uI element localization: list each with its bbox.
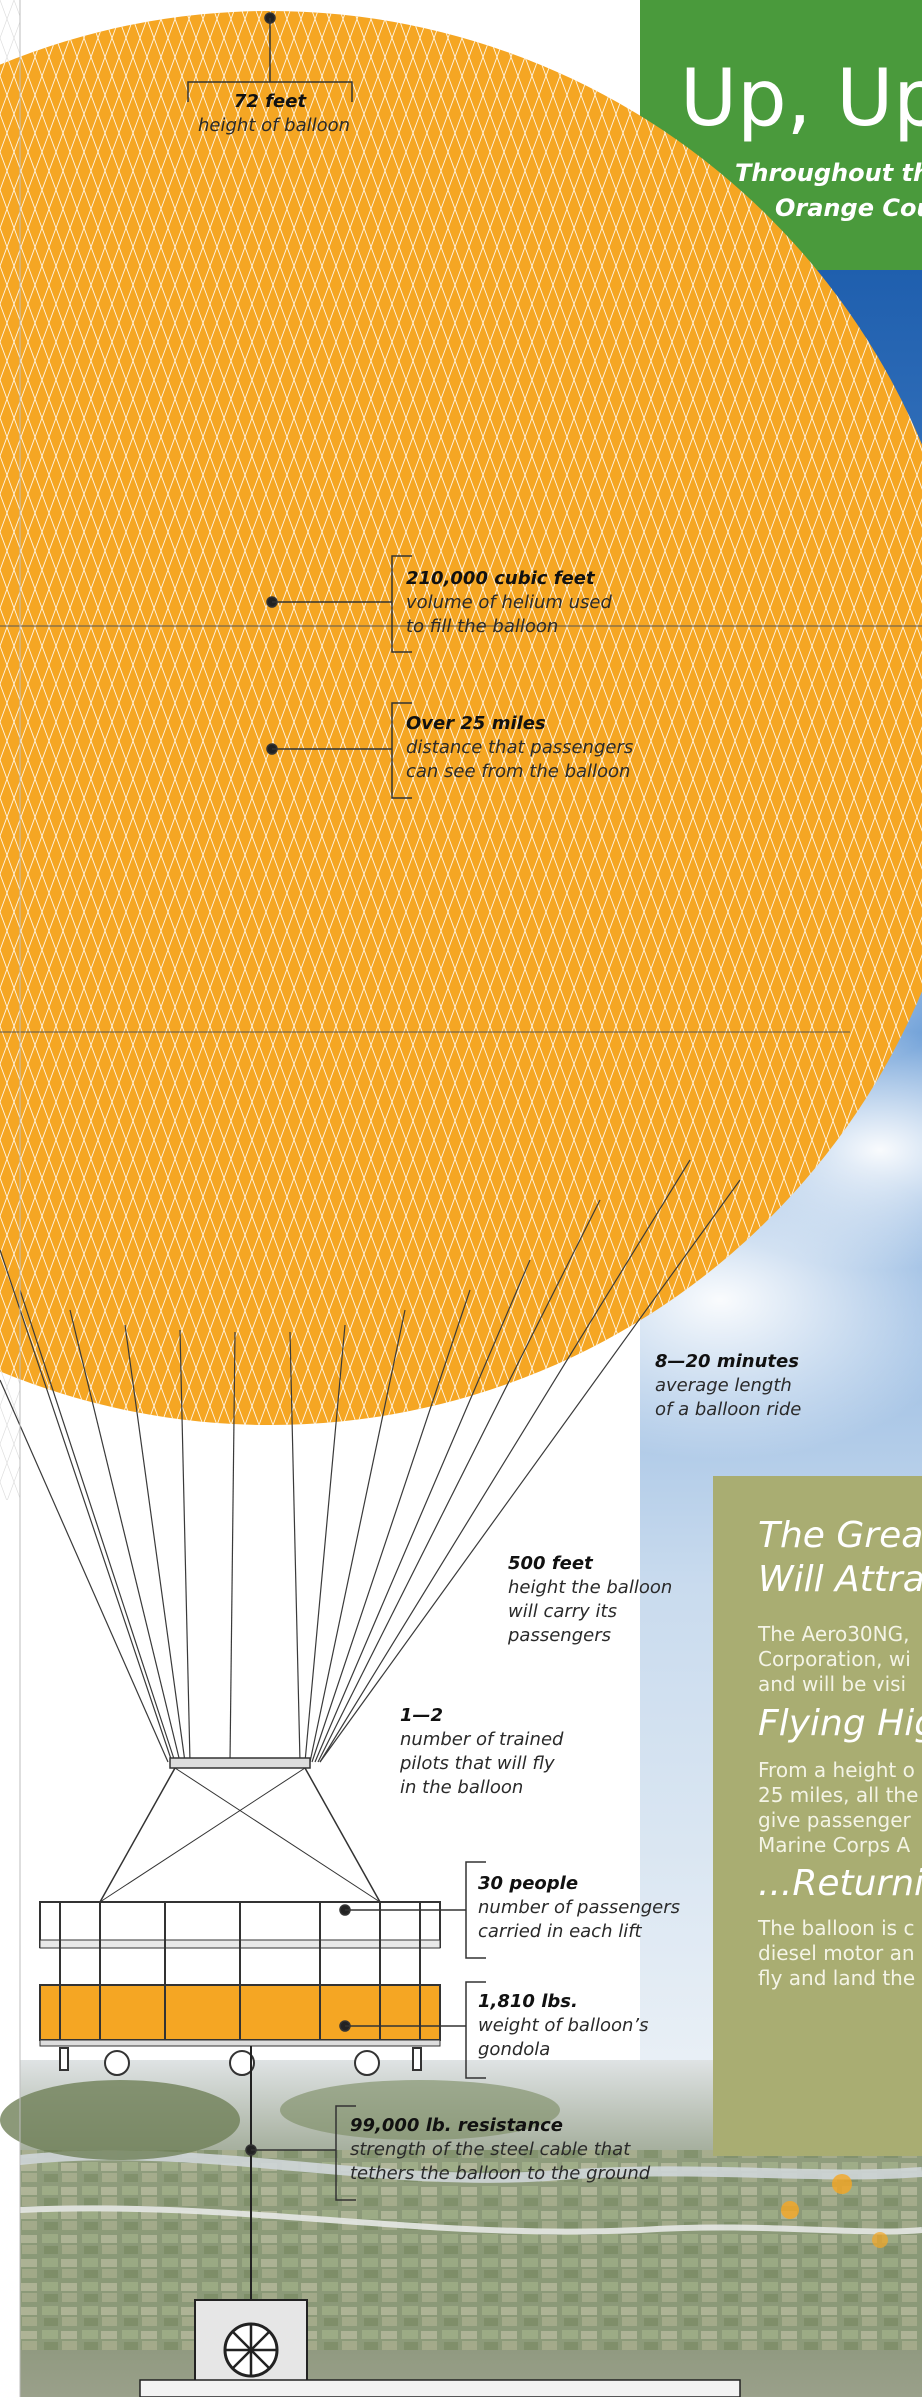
panel-paragraph-3: The balloon is c diesel motor an fly and… — [758, 1916, 915, 1991]
page-title: Up, Up — [680, 54, 922, 144]
callout-desc: to fill the balloon — [406, 616, 559, 637]
panel-text-line: The balloon is c — [758, 1916, 915, 1940]
panel-heading-3: ...Returni — [758, 1863, 922, 1904]
panel-text-line: From a height o — [758, 1758, 915, 1782]
panel-text-line: 25 miles, all the — [758, 1783, 919, 1807]
callout-desc: distance that passengers — [406, 737, 634, 758]
panel-paragraph-2: From a height o 25 miles, all the give p… — [758, 1758, 918, 1858]
callout-value: Over 25 miles — [406, 713, 546, 734]
callout-desc: can see from the balloon — [406, 761, 631, 782]
callout-desc: number of passengers — [478, 1897, 681, 1918]
callout-desc: in the balloon — [400, 1777, 524, 1798]
callout-desc: strength of the steel cable that — [350, 2139, 631, 2160]
callout-desc: will carry its — [508, 1601, 617, 1622]
callout-value: 1—2 — [400, 1705, 444, 1726]
callout-pilots: 1—2 number of trained pilots that will f… — [400, 1704, 563, 1800]
callout-view-distance: Over 25 miles distance that passengers c… — [406, 712, 633, 784]
subtitle-line: Orange Coun — [775, 194, 922, 222]
panel-heading-line: The Great — [758, 1515, 922, 1556]
callout-value: 72 feet — [233, 91, 307, 112]
panel-heading-line: Will Attra — [758, 1559, 922, 1600]
panel-text-line: diesel motor an — [758, 1941, 915, 1965]
balloon-envelope — [0, 11, 922, 1425]
panel-text-line: give passenger — [758, 1808, 911, 1832]
callout-desc: carried in each lift — [478, 1921, 642, 1942]
callout-value: 500 feet — [508, 1553, 593, 1574]
callout-value: 210,000 cubic feet — [406, 568, 595, 589]
rigging-lines — [0, 1159, 741, 1763]
callout-ride-length: 8—20 minutes average length of a balloon… — [655, 1350, 801, 1422]
callout-value: 1,810 lbs. — [478, 1991, 578, 2012]
callout-desc: average length — [655, 1375, 792, 1396]
callout-desc: gondola — [478, 2039, 551, 2060]
callout-desc: number of trained — [400, 1729, 564, 1750]
panel-text-line: Marine Corps A — [758, 1833, 911, 1857]
panel-text-line: The Aero30NG, — [758, 1622, 910, 1646]
callout-desc: passengers — [508, 1625, 611, 1646]
callout-desc: volume of helium used — [406, 592, 612, 613]
callout-desc: tethers the balloon to the ground — [350, 2163, 651, 2184]
callout-passengers: 30 people number of passengers carried i… — [478, 1872, 680, 1944]
callout-balloon-height: 72 feet height of balloon — [198, 90, 351, 138]
callout-desc: height the balloon — [508, 1577, 673, 1598]
callout-value: 8—20 minutes — [655, 1351, 799, 1372]
callout-desc: pilots that will fly — [400, 1753, 555, 1774]
callout-value: 99,000 lb. resistance — [350, 2115, 564, 2136]
panel-paragraph-1: The Aero30NG, Corporation, wi and will b… — [758, 1622, 911, 1697]
callout-altitude: 500 feet height the balloon will carry i… — [508, 1552, 672, 1648]
panel-text-line: Corporation, wi — [758, 1647, 911, 1671]
subtitle-line: Throughout the — [735, 159, 922, 187]
callout-desc: height of balloon — [198, 115, 351, 136]
callout-desc: weight of balloon’s — [478, 2015, 649, 2036]
panel-text-line: fly and land the — [758, 1966, 916, 1990]
info-panel: The Great Will Attra The Aero30NG, Corpo… — [713, 1476, 922, 2156]
winch — [139, 2299, 741, 2397]
callout-gondola-weight: 1,810 lbs. weight of balloon’s gondola — [478, 1990, 648, 2062]
callout-helium-volume: 210,000 cubic feet volume of helium used… — [406, 567, 612, 639]
callout-leaders — [187, 12, 486, 2201]
panel-heading-2: Flying Hig — [758, 1703, 922, 1744]
panel-heading-1: The Great Will Attra — [758, 1514, 922, 1602]
callout-cable-strength: 99,000 lb. resistance strength of the st… — [350, 2114, 650, 2186]
panel-text-line: and will be visi — [758, 1672, 907, 1696]
page-subtitle: Throughout the Orange Coun — [735, 156, 922, 226]
gondola — [39, 1757, 441, 2076]
callout-desc: of a balloon ride — [655, 1399, 802, 1420]
callout-value: 30 people — [478, 1873, 579, 1894]
